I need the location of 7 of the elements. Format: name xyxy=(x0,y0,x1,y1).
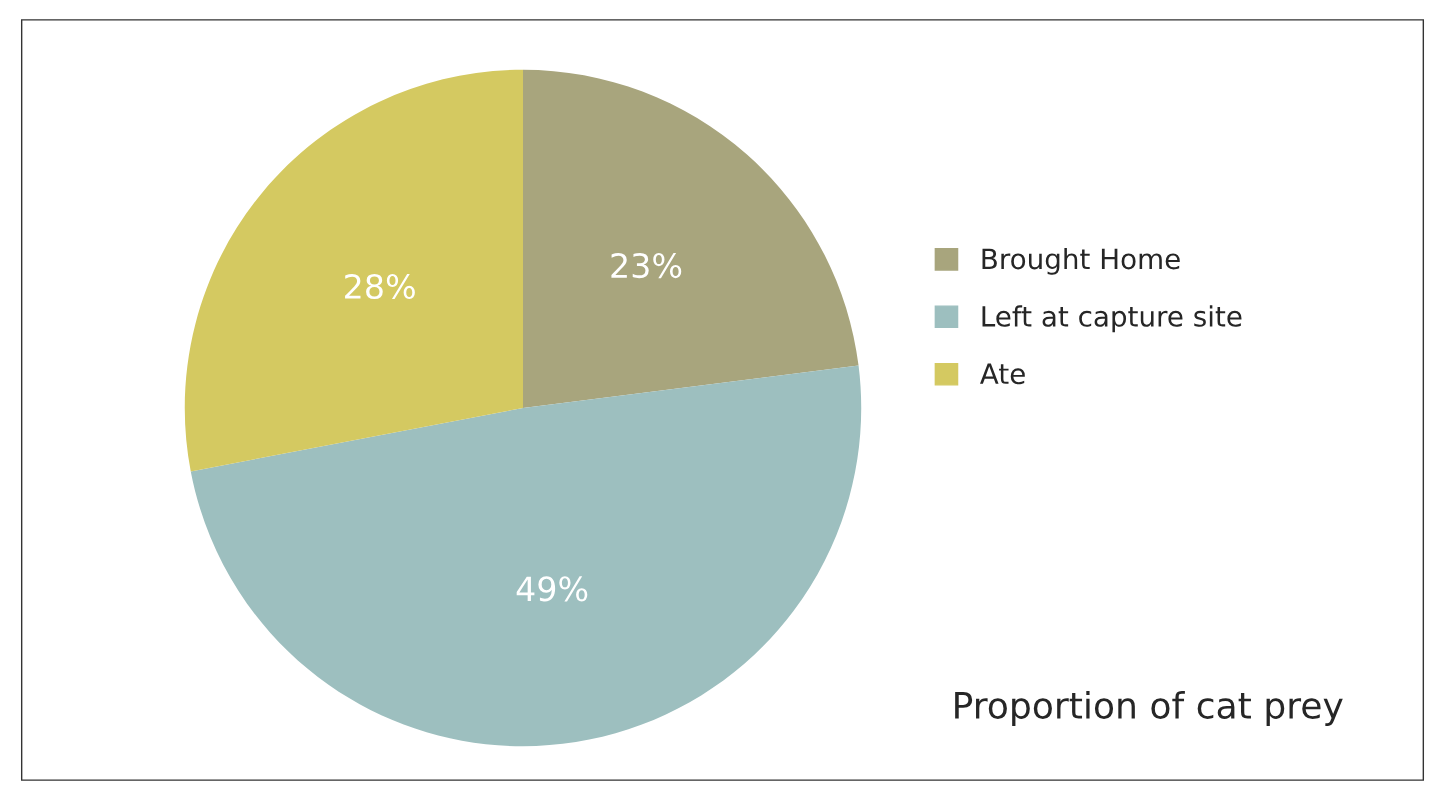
text: Proportion of cat prey xyxy=(955,690,1343,726)
legend-label: Ate xyxy=(980,363,1025,385)
legend-label: Brought Home xyxy=(982,247,1180,275)
data-label: 23% xyxy=(611,252,682,279)
data-label: 49% xyxy=(516,576,588,602)
data-label: 28% xyxy=(345,273,415,300)
legend-label: Left at capture site xyxy=(982,305,1242,333)
